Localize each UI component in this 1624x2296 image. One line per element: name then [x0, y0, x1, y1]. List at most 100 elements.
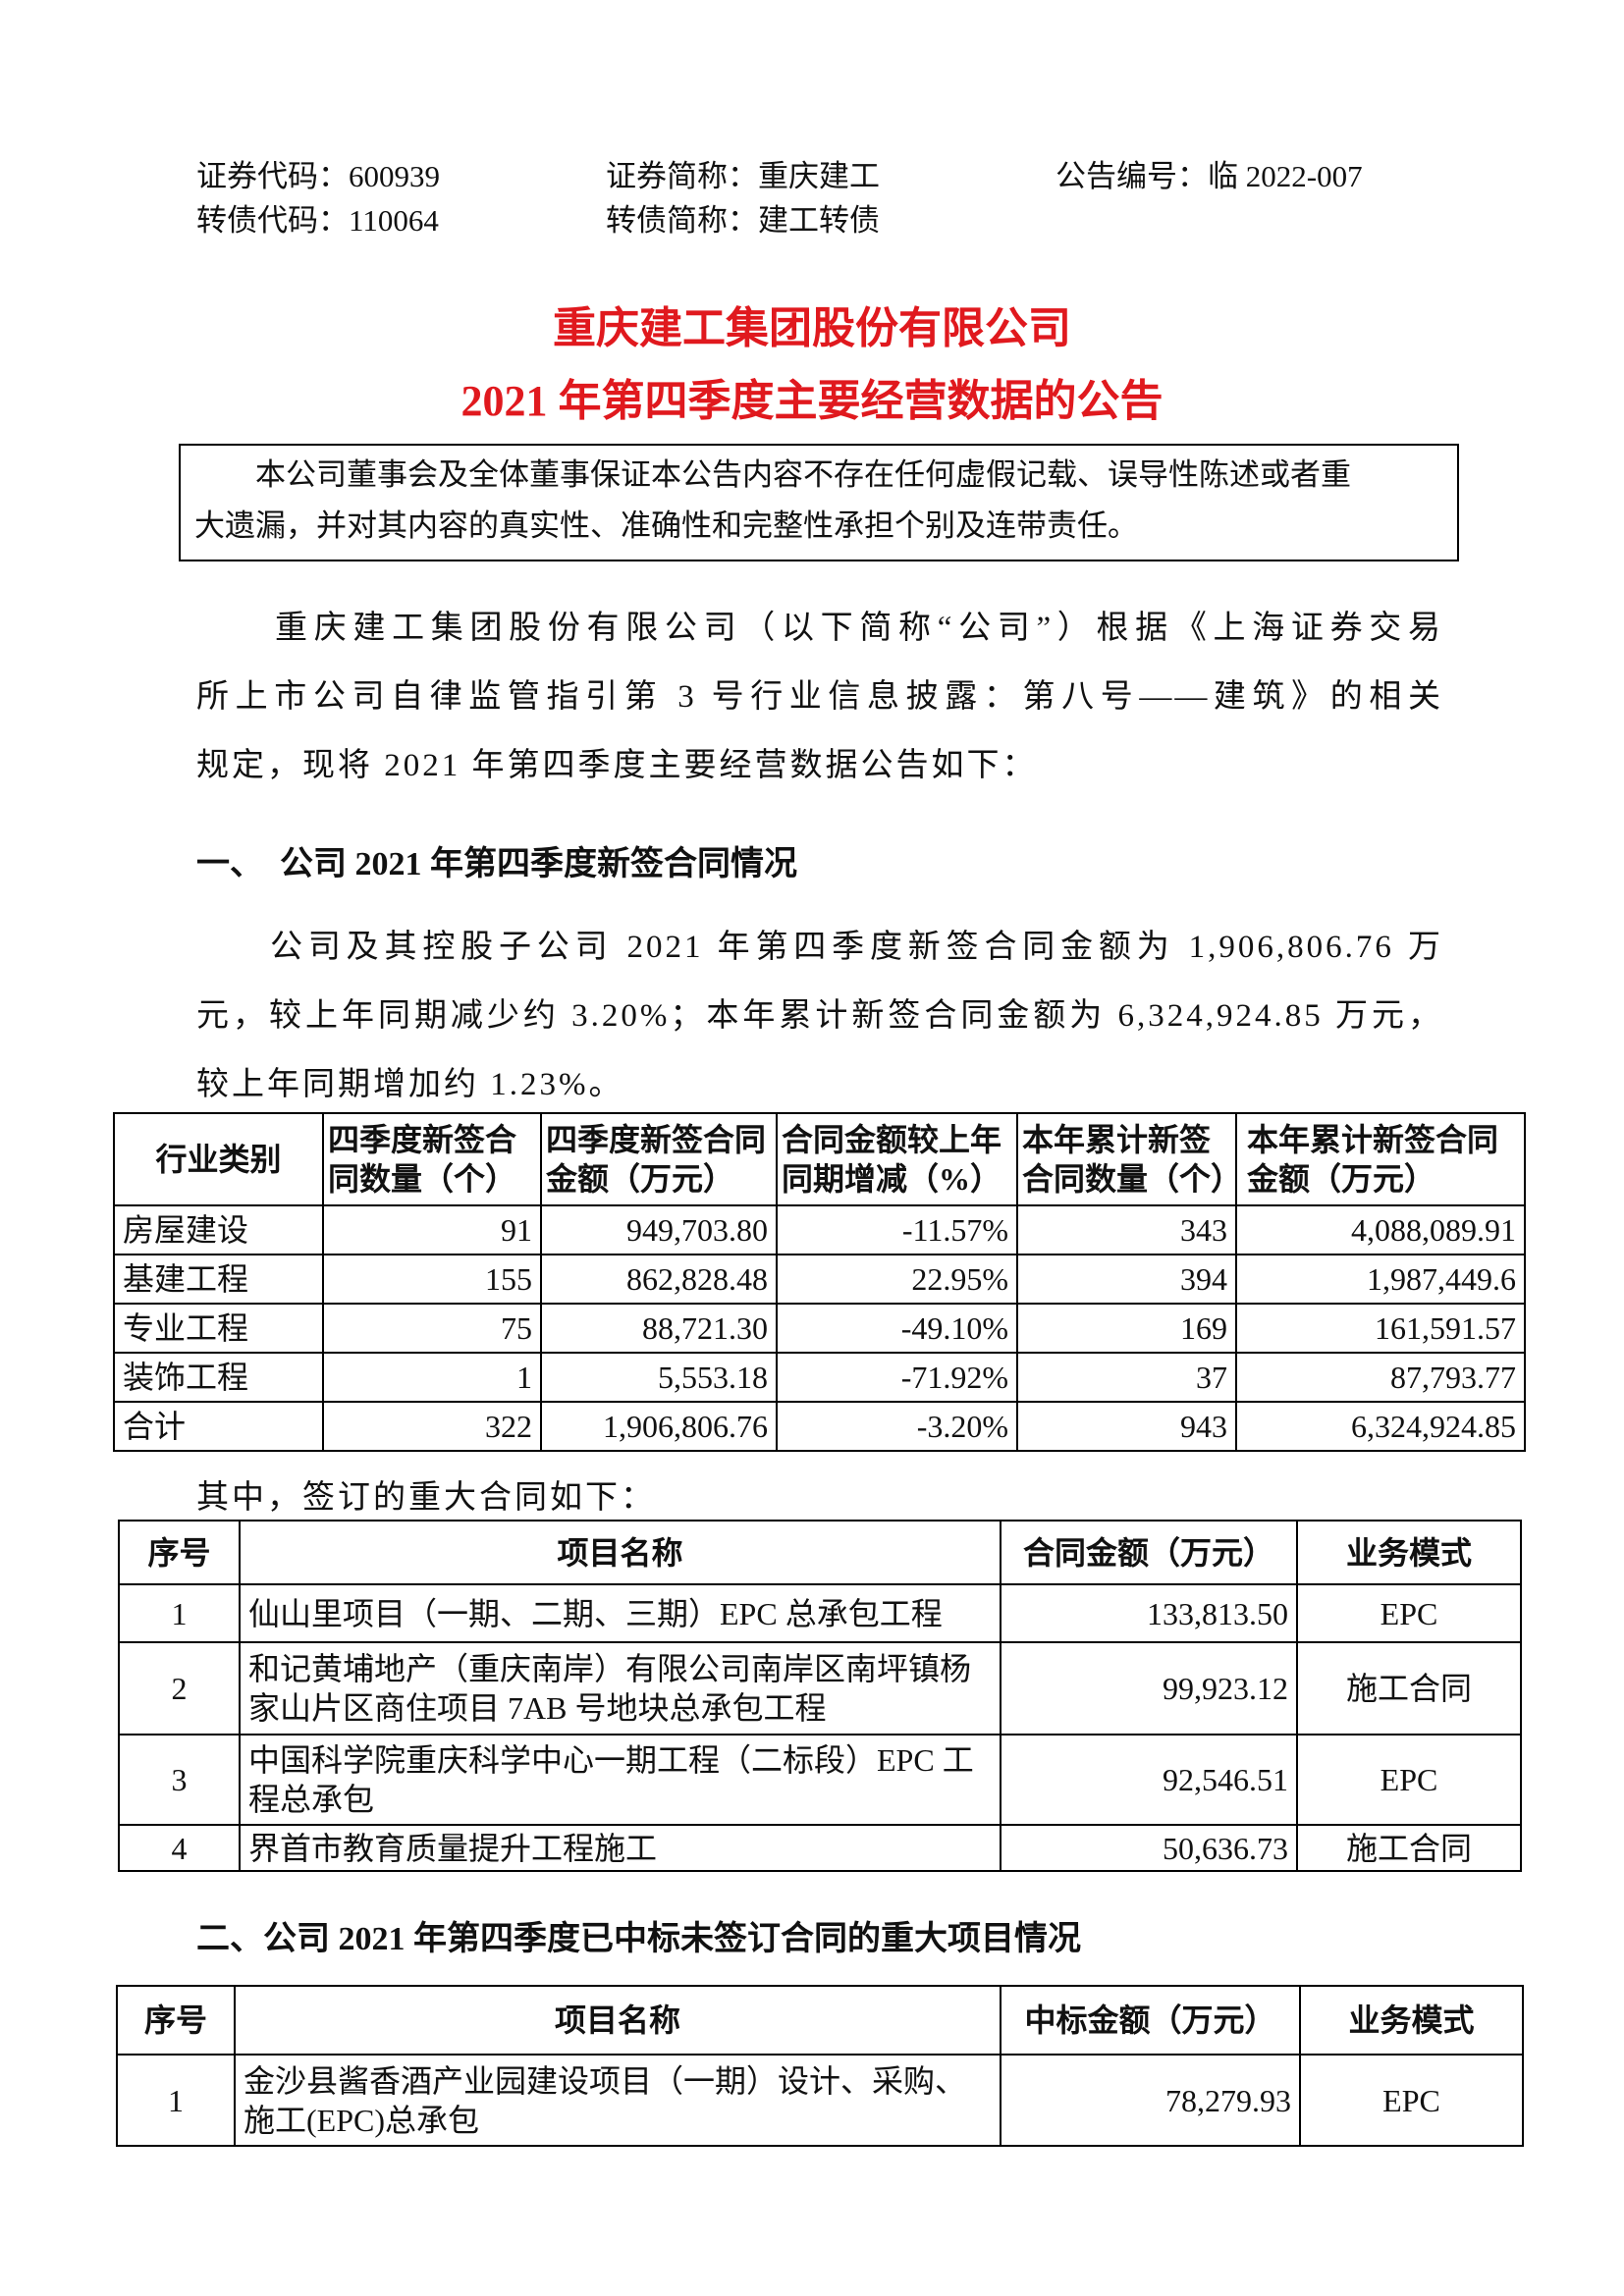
major-contracts-table: 序号 项目名称 合同金额（万元） 业务模式 1 仙山里项目（一期、二期、三期）EP… — [118, 1520, 1522, 1872]
table-cell: 和记黄埔地产（重庆南岸）有限公司南岸区南坪镇杨家山片区商住项目 7AB 号地块总… — [239, 1641, 1001, 1735]
notice-number: 公告编号：临 2022-007 — [1056, 159, 1363, 193]
header-cell: 四季度新签合同数量（个） — [322, 1112, 542, 1206]
table-cell: 2 — [118, 1641, 241, 1735]
table-header-row: 行业类别 四季度新签合同数量（个） 四季度新签合同金额（万元） 合同金额较上年同… — [113, 1112, 1526, 1206]
table-cell: 37 — [1016, 1352, 1237, 1403]
table-row: 房屋建设 91 949,703.80 -11.57% 343 4,088,089.91 — [113, 1204, 1526, 1255]
table-header-row: 序号 项目名称 中标金额（万元） 业务模式 — [116, 1985, 1524, 2056]
table-cell: 基建工程 — [113, 1254, 324, 1305]
new-contracts-table: 行业类别 四季度新签合同数量（个） 四季度新签合同金额（万元） 合同金额较上年同… — [113, 1112, 1526, 1452]
header-cell: 四季度新签合同金额（万元） — [540, 1112, 778, 1206]
table-cell: 施工合同 — [1296, 1641, 1522, 1735]
table-cell: 50,636.73 — [1000, 1824, 1298, 1872]
table-row: 合计 322 1,906,806.76 -3.20% 943 6,324,924.85 — [113, 1401, 1526, 1452]
disclaimer-line1: 本公司董事会及全体董事保证本公告内容不存在任何虚假记载、误导性陈述或者重 — [255, 457, 1351, 492]
table-cell: 78,279.93 — [1000, 2054, 1301, 2147]
table-cell: -11.57% — [776, 1204, 1018, 1255]
header-cell: 合同金额较上年同期增减（%） — [776, 1112, 1018, 1206]
header-cell: 中标金额（万元） — [1000, 1985, 1301, 2056]
disclaimer-box: 本公司董事会及全体董事保证本公告内容不存在任何虚假记载、误导性陈述或者重 大遗漏… — [179, 444, 1459, 561]
section1-paragraph: 公司及其控股子公司 2021 年第四季度新签合同金额为 1,906,806.76… — [196, 913, 1443, 1119]
table-cell: -3.20% — [776, 1401, 1018, 1452]
table-cell: 界首市教育质量提升工程施工 — [239, 1824, 1001, 1872]
bond-code: 转债代码：110064 — [196, 203, 439, 238]
table-header-row: 序号 项目名称 合同金额（万元） 业务模式 — [118, 1520, 1522, 1585]
table-cell: 22.95% — [776, 1254, 1018, 1305]
intro-paragraph: 重庆建工集团股份有限公司（以下简称“公司”）根据《上海证券交易 所上市公司自律监… — [196, 594, 1443, 800]
table-cell: 169 — [1016, 1303, 1237, 1354]
table-cell: 322 — [322, 1401, 542, 1452]
table-cell: 中国科学院重庆科学中心一期工程（二标段）EPC 工程总承包 — [239, 1734, 1001, 1826]
table-row: 基建工程 155 862,828.48 22.95% 394 1,987,449.6 — [113, 1254, 1526, 1305]
table-cell: 343 — [1016, 1204, 1237, 1255]
table-cell: 1 — [322, 1352, 542, 1403]
table-cell: 133,813.50 — [1000, 1583, 1298, 1643]
table-cell: 4,088,089.91 — [1235, 1204, 1526, 1255]
table-row: 3 中国科学院重庆科学中心一期工程（二标段）EPC 工程总承包 92,546.51 E… — [118, 1734, 1522, 1826]
header-cell: 项目名称 — [239, 1520, 1001, 1585]
header-cell: 本年累计新签合同数量（个） — [1016, 1112, 1242, 1206]
table-cell: 87,793.77 — [1235, 1352, 1526, 1403]
header-cell: 序号 — [118, 1520, 241, 1585]
header-cell: 序号 — [116, 1985, 236, 2056]
table-cell: EPC — [1296, 1734, 1522, 1826]
table-row: 专业工程 75 88,721.30 -49.10% 169 161,591.57 — [113, 1303, 1526, 1354]
table-cell: 75 — [322, 1303, 542, 1354]
table-cell: 专业工程 — [113, 1303, 324, 1354]
header-cell: 行业类别 — [113, 1112, 324, 1206]
table-cell: 1 — [118, 1583, 241, 1643]
table-cell: 1 — [116, 2054, 236, 2147]
intro-line: 重庆建工集团股份有限公司（以下简称“公司”）根据《上海证券交易 — [275, 611, 1443, 646]
won-unsigned-table: 序号 项目名称 中标金额（万元） 业务模式 1 金沙县酱香酒产业园建设项目（一期）… — [116, 1985, 1524, 2147]
header-cell: 合同金额（万元） — [1000, 1520, 1298, 1585]
table-cell: 1,987,449.6 — [1235, 1254, 1526, 1305]
table-cell: 862,828.48 — [540, 1254, 778, 1305]
intro-line: 规定，现将 2021 年第四季度主要经营数据公告如下： — [196, 748, 1038, 783]
table-cell: 1,906,806.76 — [540, 1401, 778, 1452]
table-row: 4 界首市教育质量提升工程施工 50,636.73 施工合同 — [118, 1824, 1522, 1872]
table-cell: 949,703.80 — [540, 1204, 778, 1255]
section2-heading: 二、公司 2021 年第四季度已中标未签订合同的重大项目情况 — [196, 1921, 1081, 1957]
table-cell: -49.10% — [776, 1303, 1018, 1354]
table-cell: 金沙县酱香酒产业园建设项目（一期）设计、采购、施工(EPC)总承包 — [234, 2054, 1001, 2147]
table-cell: 4 — [118, 1824, 241, 1872]
table-row: 2 和记黄埔地产（重庆南岸）有限公司南岸区南坪镇杨家山片区商住项目 7AB 号地块… — [118, 1641, 1522, 1735]
table-cell: 仙山里项目（一期、二期、三期）EPC 总承包工程 — [239, 1583, 1001, 1643]
table-cell: 155 — [322, 1254, 542, 1305]
para-line: 元，较上年同期减少约 3.20%；本年累计新签合同金额为 6,324,924.8… — [196, 998, 1443, 1034]
table-cell: 943 — [1016, 1401, 1237, 1452]
table-cell: -71.92% — [776, 1352, 1018, 1403]
para-line: 较上年同期增加约 1.23%。 — [196, 1067, 624, 1102]
section1-heading: 一、 公司 2021 年第四季度新签合同情况 — [196, 846, 797, 882]
table-row: 1 仙山里项目（一期、二期、三期）EPC 总承包工程 133,813.50 EPC — [118, 1583, 1522, 1643]
major-contracts-intro: 其中，签订的重大合同如下： — [196, 1480, 656, 1516]
para-line: 公司及其控股子公司 2021 年第四季度新签合同金额为 1,906,806.76… — [270, 930, 1443, 965]
table-cell: EPC — [1299, 2054, 1524, 2147]
table-cell: 161,591.57 — [1235, 1303, 1526, 1354]
header-cell: 本年累计新签合同金额（万元） — [1235, 1112, 1526, 1206]
table-cell: 合计 — [113, 1401, 324, 1452]
table-cell: 施工合同 — [1296, 1824, 1522, 1872]
stock-code: 证券代码：600939 — [196, 159, 440, 193]
table-cell: 92,546.51 — [1000, 1734, 1298, 1826]
bond-name: 转债简称：建工转债 — [606, 203, 880, 238]
table-cell: 6,324,924.85 — [1235, 1401, 1526, 1452]
stock-name: 证券简称：重庆建工 — [606, 159, 880, 193]
table-cell: 房屋建设 — [113, 1204, 324, 1255]
table-cell: 91 — [322, 1204, 542, 1255]
table-row: 装饰工程 1 5,553.18 -71.92% 37 87,793.77 — [113, 1352, 1526, 1403]
header-cell: 项目名称 — [234, 1985, 1001, 2056]
table-cell: EPC — [1296, 1583, 1522, 1643]
title-line1: 重庆建工集团股份有限公司 — [553, 304, 1071, 352]
disclaimer-line2: 大遗漏，并对其内容的真实性、准确性和完整性承担个别及连带责任。 — [194, 508, 1138, 543]
table-cell: 3 — [118, 1734, 241, 1826]
table-row: 1 金沙县酱香酒产业园建设项目（一期）设计、采购、施工(EPC)总承包 78,279… — [116, 2054, 1524, 2147]
intro-line: 所上市公司自律监管指引第 3 号行业信息披露：第八号——建筑》的相关 — [196, 679, 1443, 715]
table-cell: 装饰工程 — [113, 1352, 324, 1403]
table-cell: 88,721.30 — [540, 1303, 778, 1354]
title-line2: 2021 年第四季度主要经营数据的公告 — [460, 377, 1164, 425]
table-cell: 99,923.12 — [1000, 1641, 1298, 1735]
header-cell: 业务模式 — [1299, 1985, 1524, 2056]
table-cell: 394 — [1016, 1254, 1237, 1305]
header-cell: 业务模式 — [1296, 1520, 1522, 1585]
